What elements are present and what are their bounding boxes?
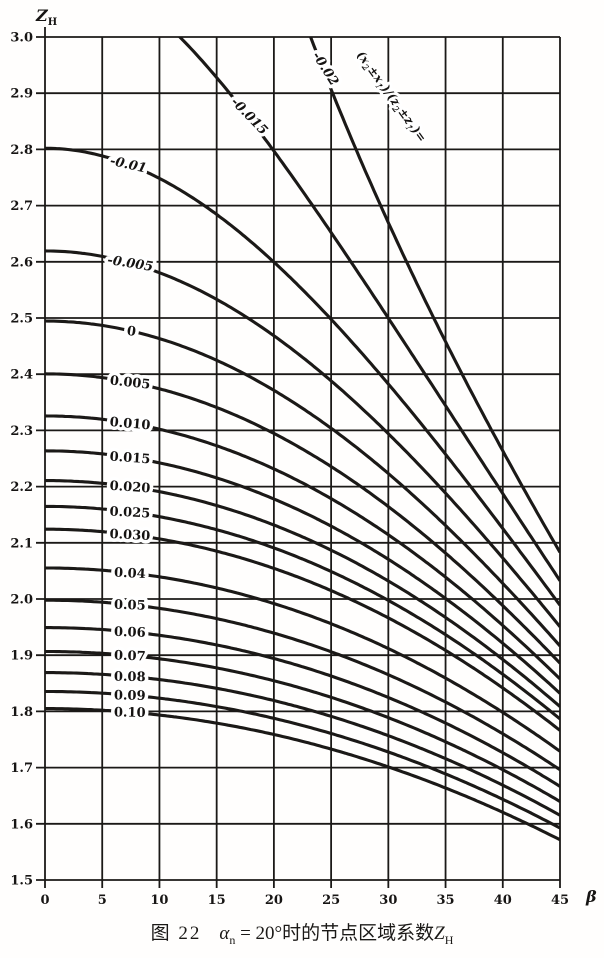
curve-label-0.030: 0.030 (109, 527, 150, 544)
curve-0.010 (45, 414, 560, 681)
curve--0.01 (45, 146, 560, 607)
curve-label--0.02: -0.02 (309, 49, 341, 88)
curve-0.030 (45, 527, 560, 732)
curve--0.02 (308, 37, 560, 554)
curve-label-0.025: 0.025 (109, 504, 150, 521)
curve-0.07 (45, 649, 560, 803)
y-tick-label: 1.7 (10, 761, 33, 776)
curve-label-0.10: 0.10 (114, 705, 146, 721)
y-tick-label: 2.1 (10, 536, 33, 551)
curve-0.005 (45, 372, 560, 665)
curve-0.09 (45, 689, 560, 830)
caption-alpha-symbol: α (219, 923, 230, 944)
curves (45, 37, 560, 842)
y-tick-label: 1.5 (10, 874, 33, 889)
zh-chart: 1.5 1.6 1.7 1.8 1.9 2.0 2.1 2.2 2.3 2.4 2.5 2.6 2.7 2… (10, 6, 597, 909)
y-tick-label: 2.0 (10, 593, 33, 608)
curve-label-0.09: 0.09 (114, 688, 146, 704)
y-tick-label: 3.0 (10, 31, 33, 46)
curve-label-0.08: 0.08 (114, 670, 146, 686)
curve-label--0.01: -0.01 (108, 154, 147, 177)
x-tick-label: 15 (208, 893, 226, 908)
y-tick-label: 1.6 (10, 817, 33, 832)
y-tick-label: 2.4 (10, 368, 33, 383)
y-tick-label: 2.3 (10, 424, 33, 439)
curve-label-0.06: 0.06 (114, 625, 146, 641)
y-tick-label: 2.7 (10, 199, 33, 214)
curve-label-0: 0 (126, 324, 137, 340)
curve--0.015 (177, 37, 560, 582)
x-tick-label: 20 (265, 893, 283, 908)
curve-label-0.020: 0.020 (109, 479, 151, 497)
x-tick-label: 40 (494, 893, 512, 908)
y-tick-label: 2.8 (10, 143, 33, 158)
x-tick-label: 10 (150, 893, 168, 908)
x-tick-label: 35 (437, 893, 455, 908)
tick-labels: 1.5 1.6 1.7 1.8 1.9 2.0 2.1 2.2 2.3 2.4 2.5 2.6 2.7 2… (10, 31, 569, 909)
y-tick-label: 2.5 (10, 312, 33, 327)
curve-0.06 (45, 626, 560, 788)
curve--0.005 (45, 249, 560, 628)
y-axis-subscript: H (48, 17, 57, 28)
curve-0.04 (45, 566, 560, 753)
y-tick-label: 2.6 (10, 255, 33, 270)
curve-0.020 (45, 479, 560, 708)
curve-0.015 (45, 449, 560, 695)
x-axis-title: β (585, 887, 597, 906)
x-tick-label: 45 (551, 893, 569, 908)
caption-z-subscript: H (444, 932, 454, 947)
x-tick-label: 5 (98, 893, 107, 908)
curve-label-0.04: 0.04 (114, 566, 146, 583)
x-tick-label: 25 (322, 893, 340, 908)
curve-0 (45, 319, 560, 647)
x-tick-label: 0 (40, 893, 49, 908)
y-tick-label: 1.8 (10, 705, 33, 720)
family-label: (x2±x1)/(z2±z1)= (351, 48, 429, 146)
caption-number: 图 22 (150, 923, 202, 944)
curve-0.025 (45, 504, 560, 721)
curve-0.05 (45, 598, 560, 771)
curve-label--0.015: -0.015 (228, 95, 271, 139)
x-tick-label: 30 (379, 893, 397, 908)
y-axis-title: ZH (35, 6, 57, 28)
figure-caption: 图 22 αn = 20°时的节点区域系数ZH (0, 918, 604, 948)
y-tick-label: 2.9 (10, 87, 33, 102)
caption-alpha-subscript: n (229, 932, 236, 947)
curve-label-0.005: 0.005 (109, 373, 151, 392)
caption-text: = 20°时的节点区域系数 (235, 923, 435, 944)
y-tick-label: 2.2 (10, 480, 33, 495)
y-axis-symbol: Z (35, 6, 49, 25)
curve-0.10 (45, 707, 560, 842)
curve-label-0.015: 0.015 (109, 450, 151, 468)
y-tick-label: 1.9 (10, 649, 33, 664)
caption-z-symbol: Z (434, 923, 445, 944)
curve-0.08 (45, 671, 560, 817)
curve-label-0.05: 0.05 (114, 598, 146, 614)
curve-label--0.005: -0.005 (106, 253, 154, 275)
curve-label-0.07: 0.07 (114, 648, 146, 664)
